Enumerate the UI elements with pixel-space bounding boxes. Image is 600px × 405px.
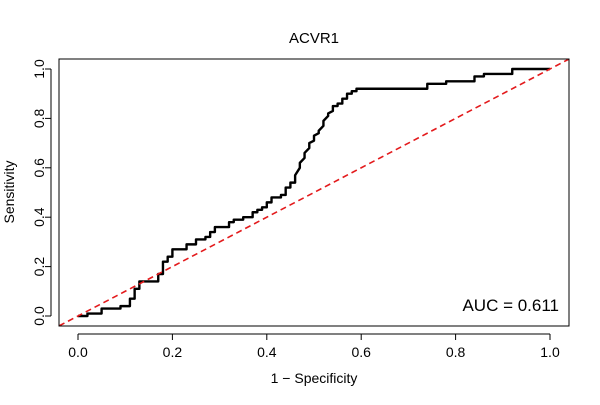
x-tick-label: 0.8 xyxy=(446,344,466,360)
roc-curve-line xyxy=(78,67,550,318)
x-tick-label: 0.2 xyxy=(163,344,183,360)
x-tick-label: 0.6 xyxy=(351,344,371,360)
y-tick-label: 0.2 xyxy=(31,257,47,277)
y-tick-label: 0.0 xyxy=(31,306,47,326)
x-tick-label: 0.4 xyxy=(257,344,277,360)
y-axis: 0.0 0.2 0.4 0.6 0.8 1.0 xyxy=(31,59,52,326)
y-tick-label: 0.8 xyxy=(31,108,47,128)
reference-diagonal-line xyxy=(59,59,569,326)
plot-area xyxy=(58,58,570,327)
auc-annotation: AUC = 0.611 xyxy=(462,296,559,315)
y-tick-label: 1.0 xyxy=(31,59,47,79)
chart-title: ACVR1 xyxy=(289,30,339,47)
plot-frame xyxy=(58,58,570,327)
y-axis-label: Sensitivity xyxy=(1,160,17,223)
x-tick-label: 0.0 xyxy=(68,344,88,360)
y-tick-label: 0.4 xyxy=(31,207,47,227)
x-axis: 0.0 0.2 0.4 0.6 0.8 1.0 xyxy=(68,333,560,360)
x-axis-label: 1 − Specificity xyxy=(271,370,358,386)
x-tick-label: 1.0 xyxy=(540,344,560,360)
y-tick-label: 0.6 xyxy=(31,158,47,178)
